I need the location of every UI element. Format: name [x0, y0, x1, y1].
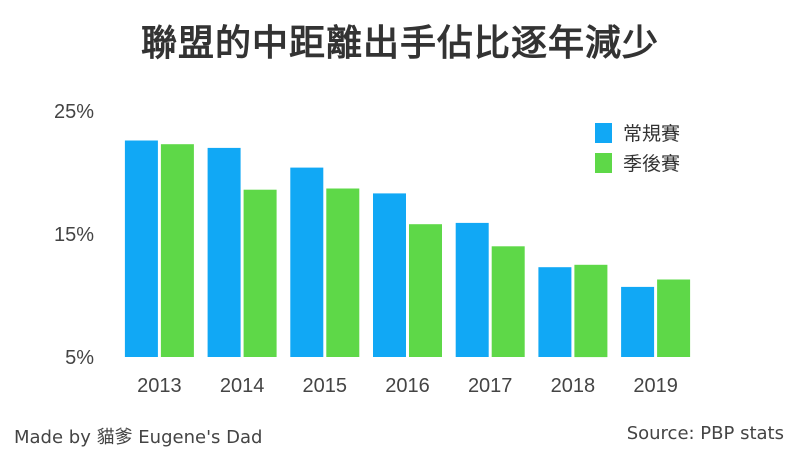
y-axis: 5% 15% 25% — [54, 101, 94, 369]
credit-text: Made by 貓爹 Eugene's Dad — [14, 427, 263, 448]
legend-label: 季後賽 — [623, 153, 680, 175]
chart-title: 聯盟的中距離出手佔比逐年減少 — [140, 23, 659, 64]
x-tick-label: 2019 — [633, 375, 678, 397]
legend-swatch — [595, 123, 612, 143]
legend-swatch — [595, 153, 612, 173]
bar-regular-2016 — [373, 193, 406, 357]
bar-playoff-2018 — [574, 264, 608, 358]
x-tick-label: 2015 — [303, 375, 348, 397]
bar-playoff-2017 — [491, 246, 525, 357]
bars — [124, 140, 691, 358]
bar-regular-2017 — [455, 222, 489, 357]
x-tick-label: 2018 — [551, 375, 596, 397]
y-tick-label: 5% — [65, 347, 94, 369]
x-axis: 2013 2014 2015 2016 2017 2018 2019 — [137, 375, 678, 397]
x-tick-label: 2014 — [220, 375, 265, 397]
bar-playoff-2014 — [243, 189, 277, 357]
bar-playoff-2015 — [326, 188, 360, 357]
bar-regular-2013 — [124, 140, 158, 357]
bar-playoff-2019 — [657, 279, 691, 357]
bar-regular-2014 — [207, 147, 241, 357]
bar-regular-2019 — [621, 286, 655, 357]
bar-regular-2018 — [538, 267, 572, 357]
x-tick-label: 2017 — [468, 375, 513, 397]
x-tick-label: 2013 — [137, 375, 182, 397]
legend-label: 常規賽 — [623, 123, 680, 145]
x-tick-label: 2016 — [385, 375, 430, 397]
bar-playoff-2013 — [160, 144, 194, 357]
y-tick-label: 25% — [54, 101, 94, 123]
y-tick-label: 15% — [54, 224, 94, 246]
bar-regular-2015 — [290, 167, 324, 357]
bar-playoff-2016 — [409, 224, 442, 357]
source-text: Source: PBP stats — [626, 423, 784, 444]
